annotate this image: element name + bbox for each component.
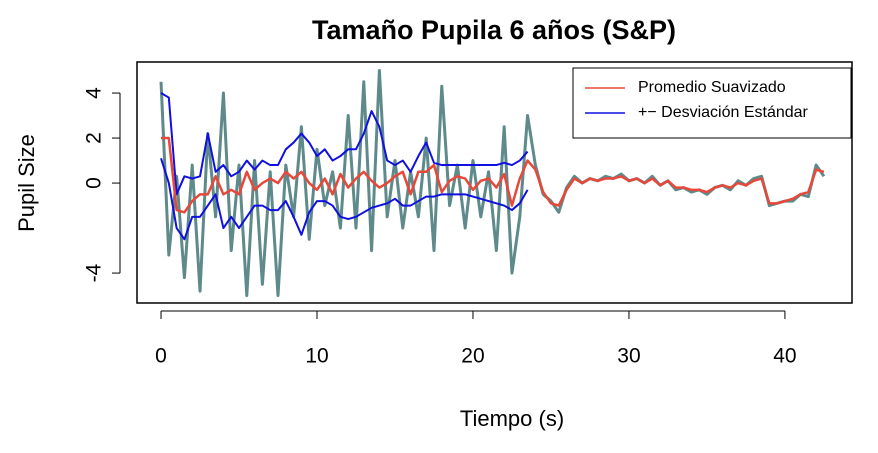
legend-label: +− Desviación Estándar [638,104,809,121]
x-tick-label: 10 [305,345,328,368]
x-tick-label: 20 [461,345,484,368]
y-axis-title: Pupil Size [14,134,39,232]
legend-box [572,67,852,139]
data-line [160,158,529,241]
legend-label: Promedio Suavizado [638,79,786,96]
y-tick-label: 2 [83,132,106,144]
x-tick-label: 0 [155,345,167,368]
y-tick-label: -4 [83,263,106,282]
data-line [161,136,825,214]
y-tick-label: 4 [83,87,106,99]
x-tick-label: 40 [773,345,796,368]
plot-frame [136,61,853,304]
x-tick-label: 30 [617,345,640,368]
chart-title: Tamaño Pupila 6 años (S&P) [312,15,676,45]
data-line [160,92,529,196]
y-tick-label: 0 [83,177,106,189]
x-axis-title: Tiempo (s) [460,406,564,431]
